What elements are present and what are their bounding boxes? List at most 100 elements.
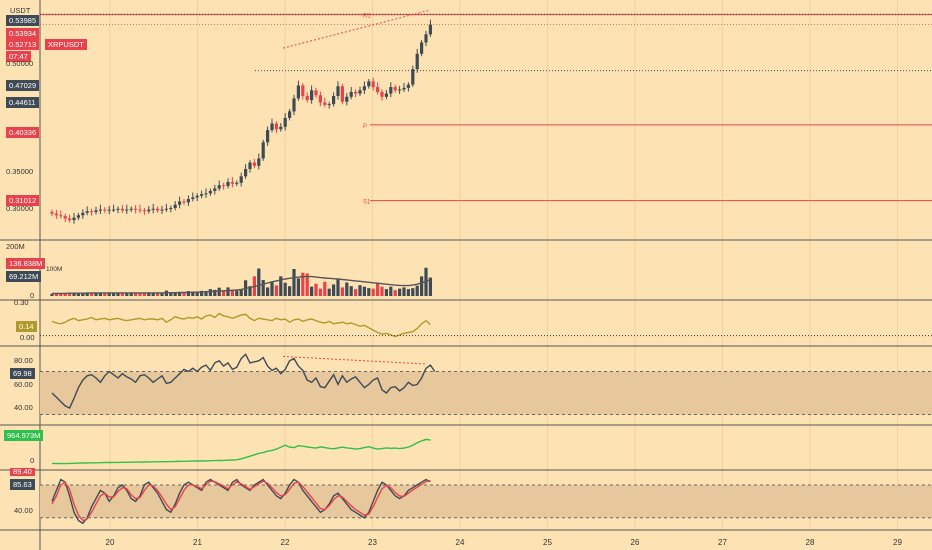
volume-bar xyxy=(129,293,133,296)
volume-bar xyxy=(411,288,415,296)
volume-bar xyxy=(402,287,406,296)
volume-bar xyxy=(406,289,410,296)
volume-bar xyxy=(398,288,402,296)
volume-bar xyxy=(305,273,309,296)
osc-tag: 0.14 xyxy=(16,321,37,332)
volume-tag: 136.838M xyxy=(6,258,46,269)
candle xyxy=(226,182,230,187)
candle xyxy=(112,209,116,211)
candle xyxy=(81,212,85,216)
volume-bar xyxy=(222,291,226,296)
volume-bar xyxy=(323,281,327,296)
volume-bar xyxy=(134,292,138,296)
stoch-band xyxy=(40,484,932,518)
volume-bar xyxy=(354,289,358,296)
volume-bar xyxy=(310,286,314,296)
candle xyxy=(305,96,309,101)
candle xyxy=(103,209,107,211)
volume-bar xyxy=(349,286,353,296)
volume-bar xyxy=(142,293,146,296)
obv-tick: 0 xyxy=(30,456,35,465)
candle xyxy=(323,102,327,105)
x-axis-tick: 22 xyxy=(281,538,290,547)
candle xyxy=(120,208,124,211)
price-axis-tick: 0.50000 xyxy=(6,59,34,68)
volume-bar xyxy=(98,293,102,296)
volume-tick: 200M xyxy=(6,242,25,251)
candle xyxy=(239,176,243,183)
candle xyxy=(68,218,72,221)
volume-bar xyxy=(345,282,349,296)
volume-bar xyxy=(239,289,243,296)
oscillator-line xyxy=(51,312,431,338)
volume-bar xyxy=(182,292,186,296)
volume-bar xyxy=(63,293,67,296)
candle xyxy=(406,84,410,88)
volume-bar xyxy=(428,277,432,296)
volume-bar xyxy=(191,292,195,296)
candle xyxy=(420,42,424,54)
candle xyxy=(296,85,300,99)
candle xyxy=(424,34,428,43)
volume-bar xyxy=(380,286,384,296)
obv-tag: 964.973M xyxy=(4,430,44,441)
stoch-tick: 40.00 xyxy=(14,506,33,515)
volume-bar xyxy=(50,293,54,296)
volume-bar xyxy=(76,292,80,296)
candle xyxy=(156,208,160,211)
volume-bar xyxy=(81,293,85,296)
obv-line xyxy=(51,438,431,465)
volume-bar xyxy=(230,289,234,296)
volume-ma-tag: 69.212M xyxy=(6,271,42,282)
osc-tick: 0.30 xyxy=(14,298,29,307)
volume-bar xyxy=(340,287,344,296)
candle xyxy=(191,197,195,200)
candle xyxy=(208,190,212,194)
stoch-top-tag: 89.40 xyxy=(10,468,35,476)
candle xyxy=(393,87,397,91)
candle xyxy=(90,211,94,213)
volume-bar xyxy=(283,282,287,296)
candle xyxy=(186,199,190,203)
volume-bar xyxy=(274,285,278,296)
rsi-band xyxy=(40,371,932,415)
candle xyxy=(380,91,384,97)
volume-bar xyxy=(371,288,375,296)
volume-tick: 100M xyxy=(46,266,63,273)
candle xyxy=(107,209,111,211)
volume-bar xyxy=(125,293,129,296)
volume-bar xyxy=(261,280,265,296)
candle xyxy=(314,90,318,96)
candle xyxy=(292,98,296,112)
volume-bar xyxy=(59,293,63,296)
volume-bar xyxy=(279,276,283,296)
volume-bar xyxy=(54,293,58,296)
candle xyxy=(59,215,63,217)
volume-bar xyxy=(112,293,116,296)
candle xyxy=(345,96,349,102)
volume-bar xyxy=(332,284,336,296)
candle xyxy=(76,215,80,218)
rsi-line xyxy=(51,353,436,410)
volume-bar xyxy=(200,290,204,296)
candle xyxy=(398,89,402,91)
candle xyxy=(354,91,358,94)
pivot-label: P xyxy=(363,124,367,130)
candle xyxy=(116,208,120,210)
candle xyxy=(169,207,173,209)
candle xyxy=(428,24,432,35)
volume-bar xyxy=(288,286,292,296)
countdown-tag: 07:47 xyxy=(6,51,31,62)
volume-bar xyxy=(217,287,221,296)
volume-bar xyxy=(107,293,111,296)
price-axis-tick: 0.30000 xyxy=(6,204,34,213)
x-axis-tick: 21 xyxy=(193,538,202,547)
volume-bar xyxy=(367,288,371,296)
volume-bar xyxy=(362,286,366,296)
volume-bar xyxy=(173,292,177,296)
x-axis-tick: 23 xyxy=(368,538,377,547)
volume-bar xyxy=(103,293,107,296)
x-axis-tick: 20 xyxy=(106,538,115,547)
